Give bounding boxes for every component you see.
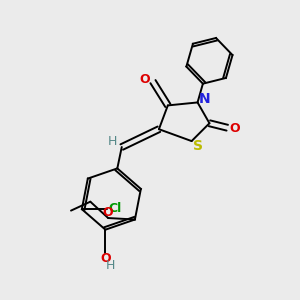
- Text: O: O: [103, 206, 113, 219]
- Text: S: S: [193, 140, 203, 153]
- Text: N: N: [198, 92, 210, 106]
- Text: H: H: [108, 135, 118, 148]
- Text: Cl: Cl: [109, 202, 122, 215]
- Text: H: H: [106, 260, 116, 272]
- Text: O: O: [100, 252, 111, 265]
- Text: O: O: [139, 73, 150, 86]
- Text: O: O: [230, 122, 240, 135]
